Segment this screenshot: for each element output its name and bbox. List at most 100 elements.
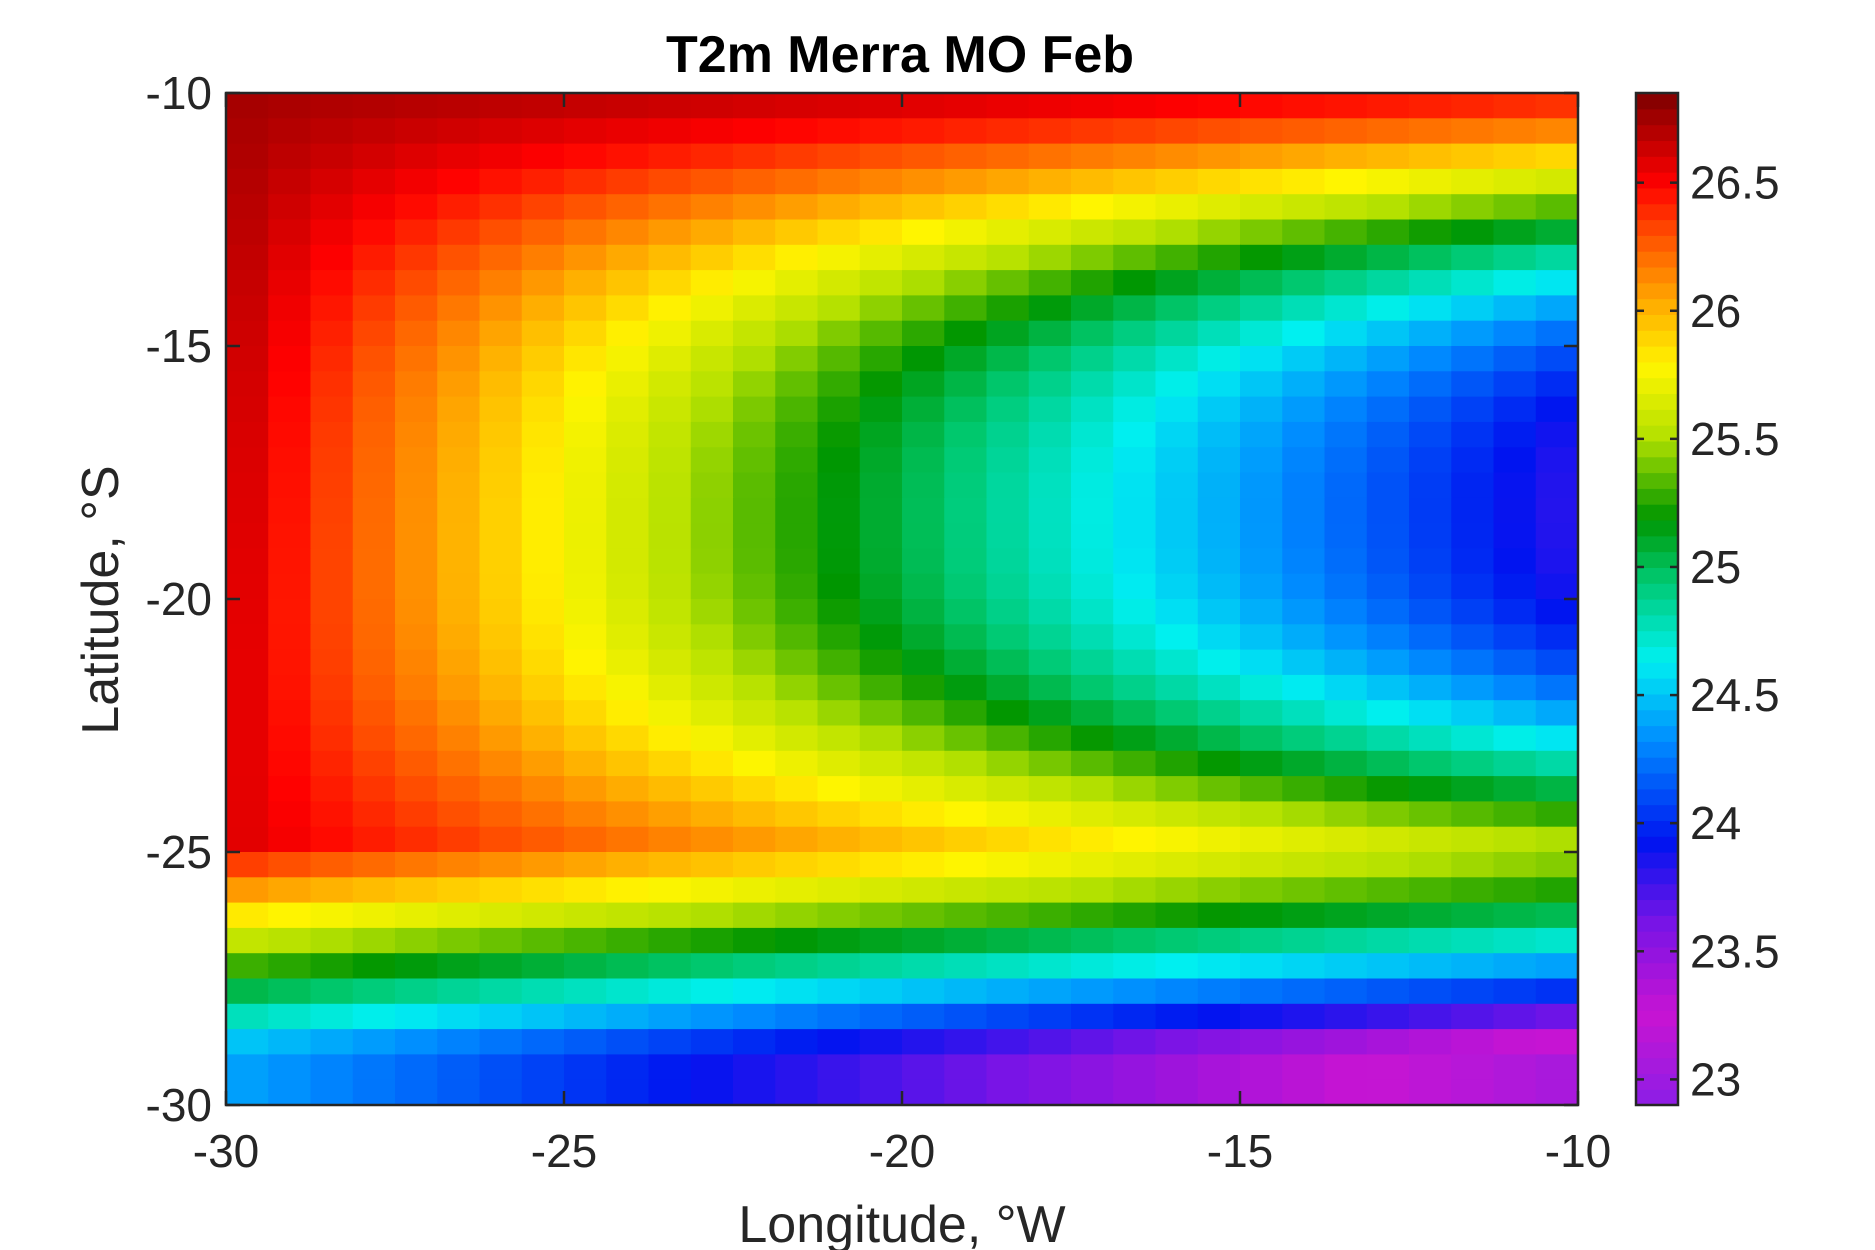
heatmap-cell — [1028, 194, 1072, 221]
heatmap-cell — [902, 927, 945, 954]
heatmap-cell — [479, 194, 523, 221]
heatmap-cell — [437, 219, 481, 246]
heatmap-cell — [479, 168, 523, 195]
heatmap-cell — [564, 826, 607, 853]
heatmap-cell — [859, 902, 903, 929]
heatmap-cell — [1324, 295, 1368, 322]
heatmap-cell — [1324, 852, 1368, 878]
heatmap-cell — [606, 320, 650, 347]
heatmap-cell — [1113, 674, 1157, 701]
heatmap-cell — [1324, 346, 1368, 372]
heatmap-cell — [606, 93, 650, 119]
heatmap-cell — [521, 978, 565, 1005]
heatmap-cell — [1493, 320, 1537, 347]
colorbar-segment — [1636, 172, 1678, 189]
heatmap-cell — [817, 168, 861, 195]
heatmap-cell — [479, 472, 523, 499]
heatmap-cell — [226, 93, 269, 119]
heatmap-cell — [1155, 674, 1199, 701]
heatmap-cell — [733, 978, 776, 1005]
heatmap-cell — [1028, 244, 1072, 271]
chart-title: T2m Merra MO Feb — [666, 26, 1134, 84]
heatmap-cell — [1282, 1003, 1326, 1030]
heatmap-cell — [859, 649, 903, 676]
heatmap-cell — [395, 244, 438, 271]
heatmap-cell — [352, 624, 396, 651]
heatmap-cell — [521, 143, 565, 170]
heatmap-cell — [1366, 1054, 1410, 1081]
heatmap-cell — [733, 953, 776, 980]
heatmap-cell — [606, 750, 650, 777]
heatmap-cell — [1493, 852, 1537, 878]
heatmap-cell — [1366, 725, 1410, 752]
heatmap-cell — [648, 1054, 692, 1081]
heatmap-cell — [437, 93, 481, 119]
heatmap-cell — [902, 978, 945, 1005]
heatmap-cell — [1155, 1054, 1199, 1081]
heatmap-cell — [1324, 371, 1368, 398]
heatmap-cell — [1366, 750, 1410, 777]
heatmap-cell — [1366, 548, 1410, 575]
heatmap-cell — [606, 1029, 650, 1055]
heatmap-cell — [1535, 168, 1579, 195]
heatmap-cell — [859, 93, 903, 119]
heatmap-cell — [1409, 194, 1452, 221]
x-axis-ticks: -30 -25 -20 -15 -10 — [193, 93, 1611, 1177]
heatmap-cell — [1240, 447, 1283, 474]
heatmap-cell — [1028, 725, 1072, 752]
heatmap-cell — [1240, 93, 1283, 119]
heatmap-cell — [268, 472, 312, 499]
heatmap-cell — [817, 346, 861, 372]
heatmap-cell — [564, 295, 607, 322]
heatmap-cell — [226, 523, 269, 549]
heatmap-cell — [1451, 852, 1495, 878]
colorbar-segment — [1636, 314, 1678, 331]
heatmap-cell — [648, 624, 692, 651]
heatmap-cell — [817, 852, 861, 878]
heatmap-cell — [564, 421, 607, 448]
heatmap-cell — [521, 877, 565, 904]
heatmap-cell — [1409, 346, 1452, 372]
heatmap-cell — [1197, 497, 1241, 524]
heatmap-cell — [226, 118, 269, 145]
y-tick-label: -15 — [146, 320, 212, 372]
heatmap-cell — [1155, 1079, 1199, 1106]
heatmap-cell — [1493, 1003, 1537, 1030]
heatmap-cell — [733, 219, 776, 246]
heatmap-cell — [1409, 472, 1452, 499]
heatmap-cell — [1324, 421, 1368, 448]
heatmap-cell — [986, 1029, 1030, 1055]
heatmap-cell — [1366, 295, 1410, 322]
heatmap-cell — [1409, 674, 1452, 701]
heatmap-cell — [310, 194, 354, 221]
heatmap-cell — [859, 700, 903, 727]
heatmap-cell — [944, 1029, 988, 1055]
heatmap-cell — [479, 118, 523, 145]
heatmap-cell — [648, 497, 692, 524]
heatmap-cell — [902, 1003, 945, 1030]
heatmap-cell — [268, 371, 312, 398]
heatmap-cell — [775, 801, 819, 828]
heatmap-cell — [226, 725, 269, 752]
heatmap-cell — [437, 877, 481, 904]
heatmap-cell — [690, 725, 734, 752]
heatmap-cell — [775, 472, 819, 499]
heatmap-cell — [395, 1029, 438, 1055]
heatmap-cell — [564, 1003, 607, 1030]
colorbar-segment — [1636, 251, 1678, 268]
heatmap-cell — [521, 953, 565, 980]
heatmap-cell — [437, 801, 481, 828]
heatmap-cell — [395, 396, 438, 423]
heatmap-cell — [268, 548, 312, 575]
heatmap-cell — [1155, 396, 1199, 423]
heatmap-cell — [1324, 1029, 1368, 1055]
heatmap-cell — [268, 750, 312, 777]
heatmap-cell — [1113, 902, 1157, 929]
heatmap-cell — [1451, 674, 1495, 701]
heatmap-cell — [648, 599, 692, 625]
heatmap-cell — [1071, 396, 1114, 423]
heatmap-cell — [395, 599, 438, 625]
heatmap-cell — [1366, 219, 1410, 246]
heatmap-cell — [1028, 219, 1072, 246]
heatmap-cell — [902, 750, 945, 777]
